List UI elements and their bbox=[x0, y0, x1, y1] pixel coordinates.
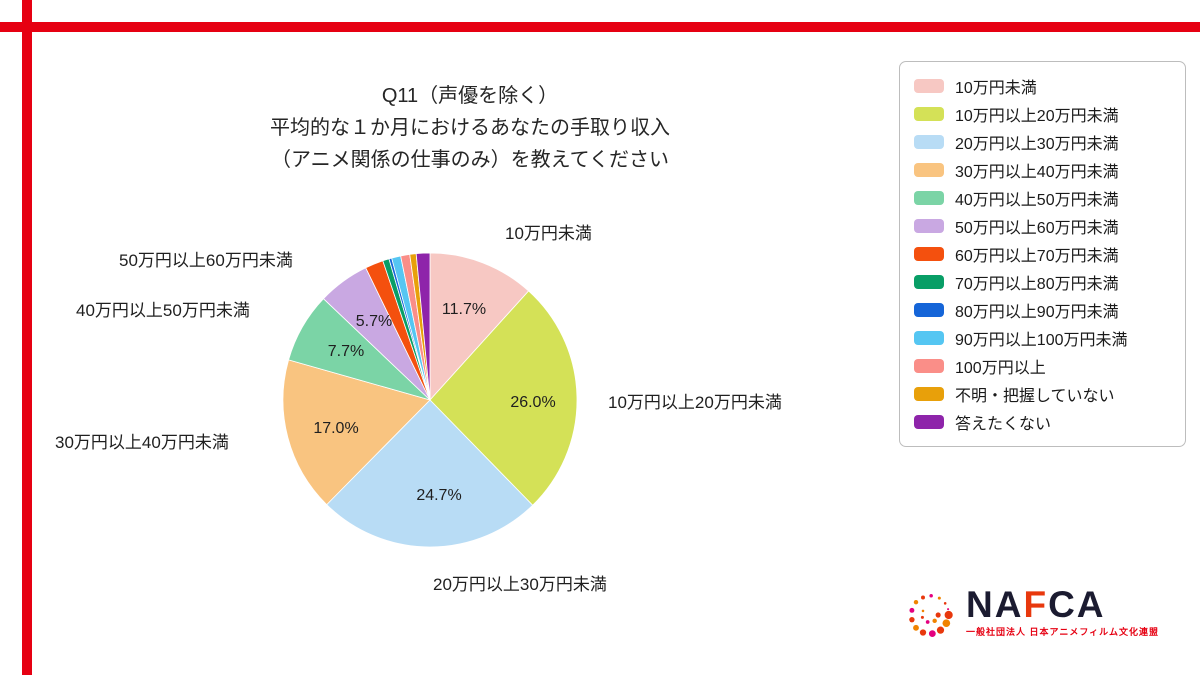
chart-title-line1: Q11（声優を除く） bbox=[381, 85, 559, 107]
wordmark-na: NA bbox=[966, 584, 1024, 625]
legend-label: 70万円以上80万円未満 bbox=[955, 276, 1119, 293]
legend-swatch bbox=[914, 387, 944, 401]
legend-item: 100万円以上 bbox=[914, 352, 1171, 380]
legend-swatch bbox=[914, 415, 944, 429]
legend-swatch bbox=[914, 79, 944, 93]
legend-item: 80万円以上90万円未満 bbox=[914, 296, 1171, 324]
legend-item: 20万円以上30万円未満 bbox=[914, 128, 1171, 156]
callout-400k-500k: 40万円以上50万円未満 bbox=[76, 301, 250, 320]
legend-label: 30万円以上40万円未満 bbox=[955, 164, 1119, 181]
legend-label: 60万円以上70万円未満 bbox=[955, 248, 1119, 265]
nafca-logo-text: NAFCA 一般社団法人 日本アニメフィルム文化連盟 bbox=[966, 586, 1159, 638]
nafca-logo: NAFCA 一般社団法人 日本アニメフィルム文化連盟 bbox=[902, 586, 1192, 644]
legend-swatch bbox=[914, 359, 944, 373]
wordmark-f: F bbox=[1023, 584, 1049, 625]
legend-item: 10万円未満 bbox=[914, 72, 1171, 100]
callout-300k-400k: 30万円以上40万円未満 bbox=[55, 433, 229, 452]
pct-label-100k-200k: 26.0% bbox=[510, 394, 556, 411]
legend-label: 80万円以上90万円未満 bbox=[955, 304, 1119, 321]
legend-item: 70万円以上80万円未満 bbox=[914, 268, 1171, 296]
chart-title: Q11（声優を除く） 平均的な１か月におけるあなたの手取り収入 （アニメ関係の仕… bbox=[170, 80, 770, 176]
chart-title-line2: 平均的な１か月におけるあなたの手取り収入 bbox=[270, 117, 670, 139]
legend-item: 90万円以上100万円未満 bbox=[914, 324, 1171, 352]
legend-label: 不明・把握していない bbox=[955, 388, 1115, 405]
callout-500k-600k: 50万円以上60万円未満 bbox=[119, 251, 293, 270]
legend-swatch bbox=[914, 331, 944, 345]
legend-item: 10万円以上20万円未満 bbox=[914, 100, 1171, 128]
legend-swatch bbox=[914, 163, 944, 177]
callout-100k-200k: 10万円以上20万円未満 bbox=[608, 393, 782, 412]
legend-swatch bbox=[914, 247, 944, 261]
callout-200k-300k: 20万円以上30万円未満 bbox=[433, 575, 607, 594]
pie-slice bbox=[429, 252, 530, 402]
legend-label: 100万円以上 bbox=[955, 360, 1046, 377]
legend-item: 30万円以上40万円未満 bbox=[914, 156, 1171, 184]
legend-swatch bbox=[914, 191, 944, 205]
red-horizontal-stripe bbox=[0, 22, 1200, 32]
pie-slice bbox=[282, 359, 431, 506]
pct-label-300k-400k: 17.0% bbox=[313, 420, 359, 437]
pie-chart-svg bbox=[282, 252, 578, 548]
legend-label: 40万円以上50万円未満 bbox=[955, 192, 1119, 209]
nafca-logo-icon bbox=[909, 594, 953, 638]
nafca-subtitle: 一般社団法人 日本アニメフィルム文化連盟 bbox=[966, 627, 1159, 637]
pct-label-200k-300k: 24.7% bbox=[416, 487, 462, 504]
pie-chart bbox=[282, 252, 578, 548]
legend-swatch bbox=[914, 219, 944, 233]
pct-label-500k-600k: 5.7% bbox=[355, 313, 393, 330]
legend-item: 50万円以上60万円未満 bbox=[914, 212, 1171, 240]
legend-item: 不明・把握していない bbox=[914, 380, 1171, 408]
legend-item: 60万円以上70万円未満 bbox=[914, 240, 1171, 268]
red-vertical-stripe bbox=[22, 0, 32, 675]
legend-label: 20万円以上30万円未満 bbox=[955, 136, 1119, 153]
pie-slice bbox=[415, 252, 431, 401]
legend-label: 10万円以上20万円未満 bbox=[955, 108, 1119, 125]
nafca-wordmark: NAFCA bbox=[966, 586, 1159, 623]
legend-label: 90万円以上100万円未満 bbox=[955, 332, 1128, 349]
pie-slice bbox=[429, 290, 578, 506]
pie-slice bbox=[326, 399, 534, 548]
legend-swatch bbox=[914, 303, 944, 317]
callout-under-100k: 10万円未満 bbox=[505, 224, 592, 243]
legend-item: 40万円以上50万円未満 bbox=[914, 184, 1171, 212]
wordmark-ca: CA bbox=[1048, 584, 1106, 625]
legend-swatch bbox=[914, 275, 944, 289]
legend-label: 10万円未満 bbox=[955, 80, 1037, 97]
legend-item: 答えたくない bbox=[914, 408, 1171, 436]
legend: 10万円未満 10万円以上20万円未満 20万円以上30万円未満 30万円以上40万円… bbox=[899, 61, 1186, 447]
legend-label: 50万円以上60万円未満 bbox=[955, 220, 1119, 237]
legend-swatch bbox=[914, 107, 944, 121]
legend-label: 答えたくない bbox=[955, 416, 1052, 433]
pct-label-under-100k: 11.7% bbox=[441, 301, 487, 318]
legend-swatch bbox=[914, 135, 944, 149]
pct-label-400k-500k: 7.7% bbox=[327, 343, 365, 360]
chart-title-line3: （アニメ関係の仕事のみ）を教えてください bbox=[271, 149, 669, 171]
